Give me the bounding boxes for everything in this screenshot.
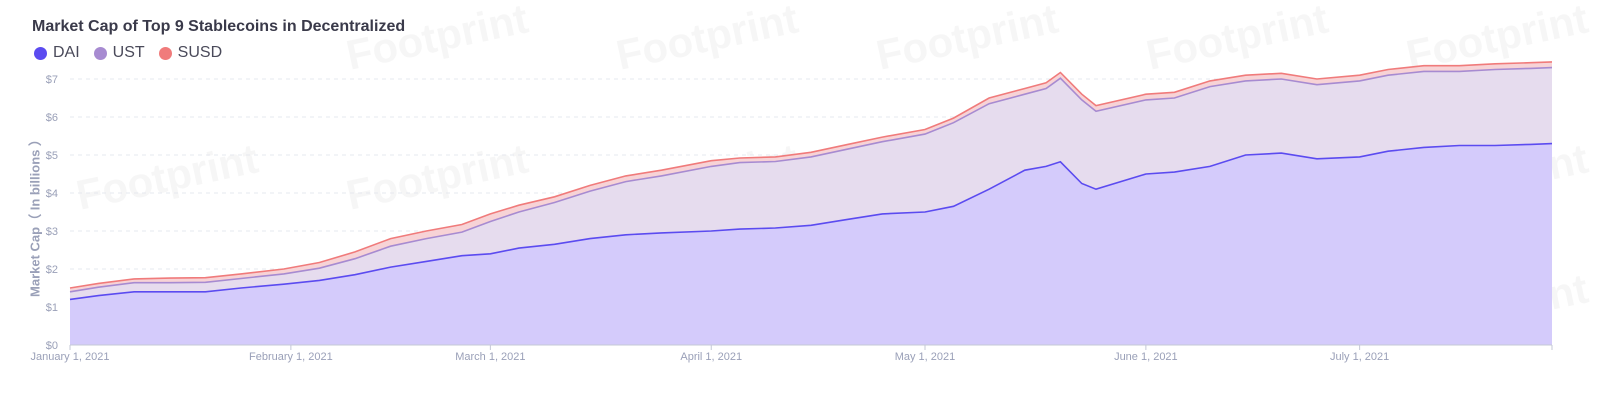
line-dai [69, 142, 1553, 301]
x-tick-5: June 1, 2021 [1114, 351, 1178, 363]
axes [69, 344, 1553, 350]
y-tick-1: $1 [46, 302, 58, 314]
x-tick-labels: January 1, 2021 February 1, 2021 March 1, … [31, 351, 1390, 363]
line-ust [69, 66, 1553, 293]
y-tick-7: $7 [46, 74, 58, 86]
chart-title: Market Cap of Top 9 Stablecoins in Decen… [32, 18, 406, 35]
area-susd [70, 61, 1552, 292]
watermark-5: Footprint [72, 135, 262, 219]
y-tick-2: $2 [46, 264, 58, 276]
watermark-6: Footprint [342, 135, 532, 219]
line-susd [69, 61, 1553, 289]
legend-label-susd: SUSD [177, 44, 223, 61]
x-tick-4: May 1, 2021 [895, 351, 956, 363]
area-series [70, 61, 1552, 345]
legend-item-dai[interactable]: DAI [34, 44, 80, 62]
legend-item-susd[interactable]: SUSD [158, 44, 223, 62]
y-tick-4: $4 [46, 188, 58, 200]
area-ust [70, 67, 1552, 300]
x-tick-0: January 1, 2021 [31, 351, 110, 363]
legend-swatch-susd [158, 46, 172, 60]
x-tick-1: February 1, 2021 [249, 351, 333, 363]
watermark-0: Footprint [342, 0, 532, 79]
watermark-1: Footprint [612, 0, 802, 79]
y-tick-3: $3 [46, 226, 58, 238]
y-tick-0: $0 [46, 340, 58, 352]
x-tick-2: March 1, 2021 [455, 351, 525, 363]
legend: DAI UST SUSD [34, 44, 222, 62]
series-lines [69, 61, 1553, 301]
watermark-3: Footprint [1142, 0, 1332, 79]
legend-label-dai: DAI [53, 44, 80, 61]
legend-label-ust: UST [112, 44, 145, 61]
watermark-2: Footprint [872, 0, 1062, 79]
legend-swatch-dai [34, 46, 47, 60]
y-tick-6: $6 [46, 112, 58, 124]
x-tick-6: July 1, 2021 [1330, 351, 1389, 363]
y-tick-labels: $0 $1 $2 $3 $4 $5 $6 $7 [46, 74, 58, 352]
legend-swatch-ust [93, 46, 107, 60]
area-dai [70, 143, 1552, 345]
y-tick-5: $5 [46, 150, 58, 162]
x-tick-3: April 1, 2021 [680, 351, 742, 363]
legend-item-ust[interactable]: UST [93, 44, 145, 62]
